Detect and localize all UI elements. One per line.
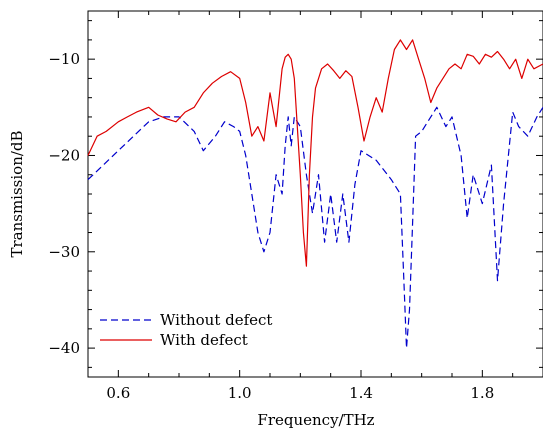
x-axis-label: Frequency/THz <box>257 411 374 429</box>
y-tick-label: −10 <box>48 50 80 68</box>
legend: Without defect With defect <box>100 311 272 349</box>
series-lines <box>88 40 543 348</box>
y-tick-label: −40 <box>48 339 80 357</box>
x-tick-label: 0.6 <box>106 384 130 402</box>
x-tick-label: 1.8 <box>470 384 494 402</box>
y-tick-label: −30 <box>48 243 80 261</box>
x-tick-label: 1.0 <box>228 384 252 402</box>
legend-label-without-defect: Without defect <box>160 311 272 329</box>
x-tick-label: 1.4 <box>349 384 373 402</box>
y-axis-label: Transmission/dB <box>8 130 26 257</box>
axis-ticks: 0.6 1.0 1.4 1.8 −10 −20 −30 −40 <box>48 11 543 402</box>
y-tick-label: −20 <box>48 146 80 164</box>
legend-label-with-defect: With defect <box>160 331 248 349</box>
series-line-without-defect <box>88 107 543 348</box>
series-line-with-defect <box>88 40 543 266</box>
